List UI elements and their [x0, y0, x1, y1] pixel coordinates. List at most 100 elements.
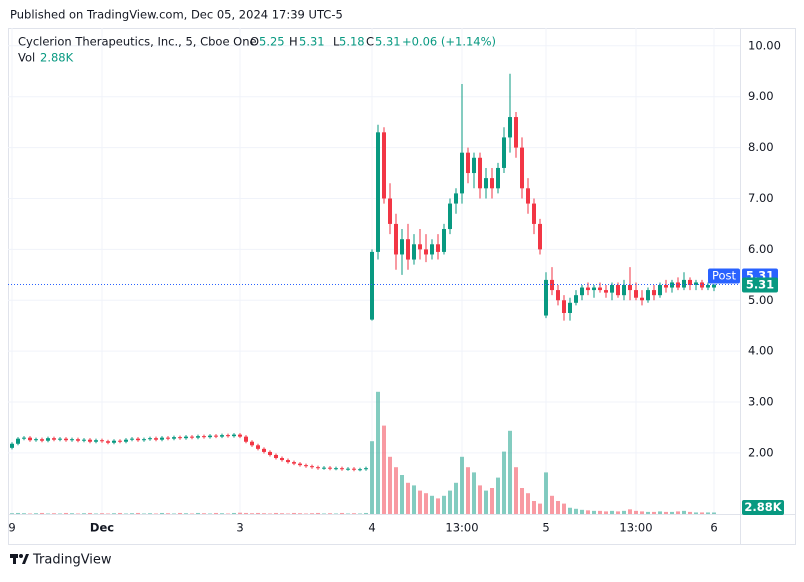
- volume-bar: [370, 441, 374, 514]
- volume-bar: [70, 513, 74, 514]
- candle-body: [238, 434, 242, 437]
- candle-body: [352, 468, 356, 470]
- volume-bar: [208, 513, 212, 514]
- candle-body: [388, 198, 392, 224]
- candle-body: [676, 282, 680, 288]
- candle-body: [598, 287, 602, 291]
- candle-body: [406, 239, 410, 260]
- candle-body: [478, 157, 482, 189]
- candle-body: [100, 440, 104, 442]
- volume-bar: [106, 513, 110, 514]
- candle-body: [424, 249, 428, 255]
- x-tick-label: 13:00: [619, 521, 652, 535]
- candle-body: [670, 282, 674, 288]
- candle-body: [148, 438, 152, 440]
- volume-bar: [616, 511, 620, 514]
- candle-body: [610, 284, 614, 293]
- candle-body: [442, 229, 446, 252]
- volume-bar: [448, 490, 452, 514]
- candle-body: [70, 439, 74, 441]
- volume-bar: [634, 510, 638, 514]
- legend-open-label: O: [250, 35, 259, 49]
- candle-body: [574, 295, 578, 303]
- volume-bar: [364, 512, 368, 514]
- y-tick-label: 2.00: [748, 445, 774, 459]
- volume-bar: [322, 513, 326, 514]
- volume-bar: [496, 477, 500, 514]
- volume-bar: [394, 467, 398, 514]
- candle-body: [202, 436, 206, 438]
- candle-body: [76, 439, 80, 441]
- volume-bar: [262, 513, 266, 514]
- candle-body: [208, 435, 212, 438]
- volume-bar: [388, 456, 392, 514]
- volume-bar: [682, 510, 686, 514]
- volume-bar: [220, 513, 224, 514]
- volume-bar: [142, 513, 146, 514]
- volume-bar: [22, 513, 26, 514]
- candle-body: [322, 467, 326, 469]
- candle-body: [310, 466, 314, 468]
- volume-bar: [460, 456, 464, 514]
- volume-bar: [136, 512, 140, 514]
- volume-bar: [406, 482, 410, 514]
- candle-body: [10, 443, 14, 448]
- volume-bar: [706, 512, 710, 514]
- volume-bar: [316, 512, 320, 514]
- legend-change: +0.06 (+1.14%): [402, 35, 496, 49]
- candle-body: [268, 451, 272, 455]
- volume-bar: [628, 509, 632, 514]
- volume-bar: [124, 513, 128, 514]
- candle-body: [232, 434, 236, 437]
- candle-body: [664, 284, 668, 288]
- volume-bar: [694, 512, 698, 514]
- y-tick-label: 7.00: [748, 191, 774, 205]
- candle-body: [64, 438, 68, 441]
- post-label-box: [708, 268, 740, 284]
- x-tick-label: 5: [542, 521, 549, 535]
- candle-body: [154, 438, 158, 440]
- last-volume-box: [742, 500, 784, 515]
- candle-body: [46, 438, 50, 441]
- candle-body: [550, 279, 554, 291]
- candle-body: [382, 132, 386, 199]
- candle-body: [292, 462, 296, 464]
- candle-body: [250, 441, 254, 446]
- volume-bar: [202, 513, 206, 514]
- volume-bar: [490, 488, 494, 514]
- volume-bar: [508, 430, 512, 514]
- candle-body: [394, 223, 398, 255]
- candle-body: [376, 132, 380, 252]
- candle-body: [622, 284, 626, 296]
- volume-bar: [346, 513, 350, 514]
- legend-volume: 2.88K: [40, 51, 74, 65]
- candle-body: [88, 439, 92, 442]
- volume-bar: [190, 513, 194, 514]
- candle-body: [634, 290, 638, 298]
- volume-bar: [358, 513, 362, 514]
- volume-bar: [34, 513, 38, 514]
- candle-body: [466, 152, 470, 174]
- volume-bar: [688, 511, 692, 514]
- volume-bar: [112, 513, 116, 514]
- x-tick-label: 6: [710, 521, 717, 535]
- x-tick-label: 9: [8, 521, 15, 535]
- volume-bar: [328, 513, 332, 514]
- volume-bar: [352, 513, 356, 514]
- y-tick-label: 10.00: [748, 38, 781, 52]
- candle-body: [280, 458, 284, 461]
- volume-bar: [478, 485, 482, 514]
- volume-bar: [226, 513, 230, 514]
- candle-body: [568, 302, 572, 313]
- candle-body: [34, 439, 38, 441]
- candle-body: [712, 284, 716, 288]
- candle-body: [700, 282, 704, 288]
- candle-body: [412, 244, 416, 260]
- candle-body: [496, 167, 500, 189]
- last-price-box: [742, 277, 778, 293]
- candle-body: [274, 454, 278, 459]
- candle-body: [94, 440, 98, 442]
- volume-bar: [166, 513, 170, 514]
- volume-bar: [658, 511, 662, 514]
